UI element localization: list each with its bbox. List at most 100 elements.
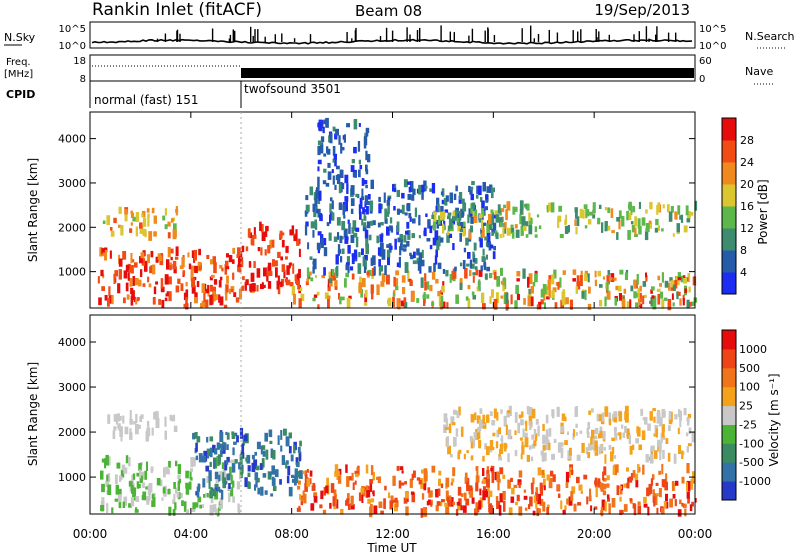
data-cell [148,482,153,493]
data-cell [649,411,653,421]
data-cell [229,466,232,476]
data-cell [392,475,396,486]
data-cell [661,228,664,232]
data-cell [405,491,409,499]
data-cell [412,260,417,265]
data-cell [426,294,430,299]
data-cell [122,251,127,260]
data-cell [406,240,410,247]
data-cell [351,273,355,280]
data-cell [378,501,383,509]
data-cell [441,211,446,219]
data-cell [639,285,642,292]
data-cell [569,447,572,456]
colorbar-tick-label: 28 [740,134,754,147]
data-cell [500,295,504,299]
data-cell [642,417,646,421]
data-cell [226,456,230,463]
data-cell [691,431,695,443]
data-cell [499,222,502,228]
data-cell [170,415,174,422]
data-cell [496,275,500,287]
data-cell [232,247,236,254]
y-tick-label: 3000 [58,381,86,394]
data-cell [192,457,196,467]
data-cell [537,494,541,505]
data-cell [329,203,332,213]
data-cell [645,275,648,282]
data-cell [435,505,439,512]
data-cell [542,423,545,431]
data-cell [123,496,128,506]
data-cell [446,436,449,447]
data-cell [179,493,183,498]
data-cell [650,445,655,451]
freq-right-tick-bottom: 0 [699,74,705,85]
data-cell [440,483,444,489]
data-cell [230,289,234,293]
data-cell [213,504,217,513]
data-cell [340,256,343,263]
data-cell [147,276,150,283]
data-cell [452,211,456,217]
data-cell [97,276,100,284]
data-cell [687,211,691,219]
data-cell [587,421,591,430]
data-cell [648,490,651,496]
data-cell [174,256,179,260]
data-cell [256,441,261,450]
data-cell [343,215,346,219]
velocity-cbar-label: Velocity [m s⁻¹] [767,373,781,466]
data-cell [353,146,357,154]
data-cell [253,227,256,237]
data-cell [440,295,444,307]
data-cell [579,430,583,434]
data-cell [457,486,462,496]
data-cell [606,281,609,292]
data-cell [557,217,560,228]
data-cell [467,298,471,309]
data-cell [322,509,327,514]
data-cell [386,249,391,258]
colorbar-segment [722,118,736,141]
data-cell [486,266,490,272]
data-cell [499,493,504,503]
data-cell [661,507,665,515]
data-cell [401,275,406,283]
data-cell [416,298,420,303]
data-cell [384,208,388,220]
data-cell [379,248,383,257]
data-cell [608,503,611,514]
data-cell [521,216,526,227]
data-cell [665,438,669,444]
data-cell [446,232,450,243]
data-cell [562,289,566,298]
data-cell [611,230,615,234]
data-cell [594,440,598,451]
data-cell [619,432,622,440]
data-cell [230,459,234,464]
data-cell [224,264,228,275]
data-cell [449,192,453,204]
data-cell [648,220,652,224]
data-cell [602,471,605,481]
data-cell [363,216,367,221]
data-cell [553,438,557,443]
data-cell [495,292,499,304]
data-cell [495,214,500,223]
data-cell [332,272,337,281]
data-cell [623,483,627,488]
data-cell [482,486,487,491]
data-cell [167,468,170,475]
data-cell [327,298,330,308]
data-cell [459,262,463,267]
data-cell [606,290,611,300]
data-cell [629,498,632,502]
data-cell [551,290,555,298]
data-cell [567,431,569,435]
data-cell [474,258,478,264]
data-cell [502,490,506,501]
data-cell [347,493,350,500]
data-cell [277,275,280,286]
data-cell [113,414,118,422]
